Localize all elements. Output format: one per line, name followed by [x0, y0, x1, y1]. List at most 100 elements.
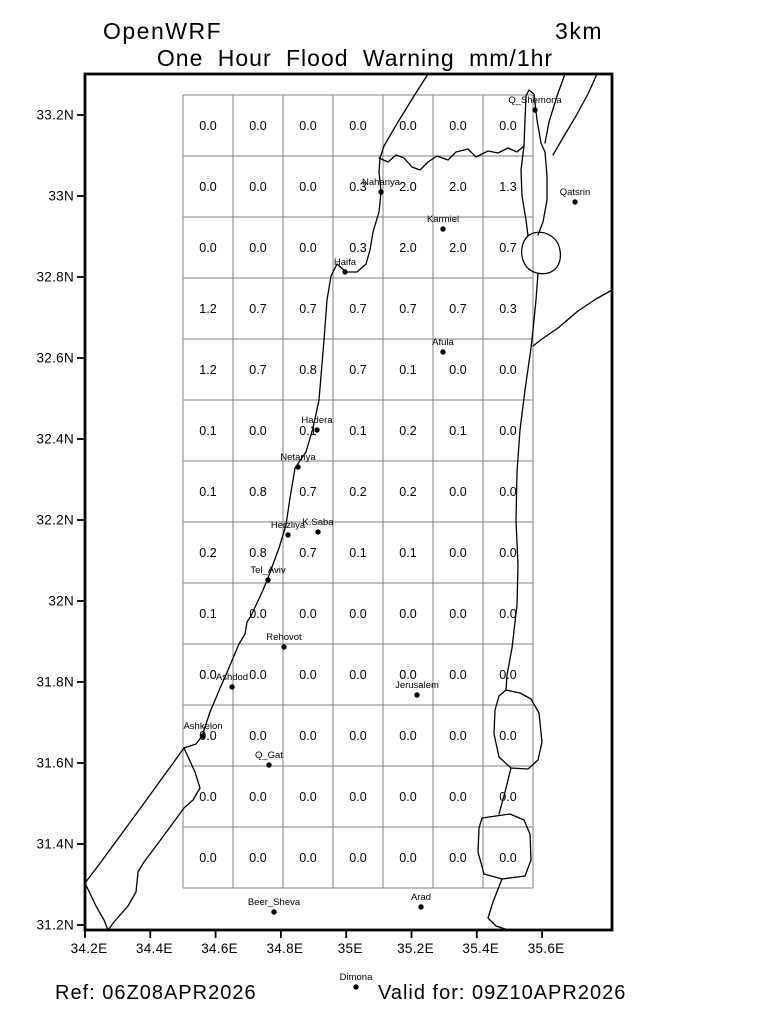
northeast-border-path [532, 289, 613, 347]
city-marker [315, 529, 321, 535]
grid-cell-value: 0.0 [449, 729, 466, 743]
footer-valid-time: Valid for: 09Z10APR2026 [378, 982, 626, 1004]
grid-cell-value: 0.1 [399, 363, 416, 377]
grid-cell-value: 0.0 [299, 790, 316, 804]
city-marker [342, 269, 348, 275]
city-marker [572, 199, 578, 205]
grid-cell-value: 0.0 [399, 851, 416, 865]
city-marker [532, 107, 538, 113]
sea-of-galilee-path [521, 231, 562, 275]
city-label: Nahariya [362, 177, 401, 188]
hula-valley-path [520, 145, 548, 237]
grid-cell-value: 0.0 [449, 546, 466, 560]
grid-cell-value: 0.3 [349, 241, 366, 255]
grid-cell-value: 0.0 [199, 851, 216, 865]
grid-cell-value: 0.1 [399, 546, 416, 560]
grid-cell-value: 0.0 [299, 241, 316, 255]
grid-cell-value: 0.7 [449, 302, 466, 316]
city-marker [295, 464, 301, 470]
lat-tick-label: 32.8N [36, 270, 74, 285]
grid-cell-value: 0.0 [499, 546, 516, 560]
grid-cell-value: 0.0 [299, 180, 316, 194]
grid-cell-value: 0.0 [449, 790, 466, 804]
lon-tick-label: 35.2E [397, 941, 434, 956]
grid-cell-value: 0.0 [499, 485, 516, 499]
cities-layer: Q_Shemona Qatsrin Nahariya Karmiel Haifa Aful… [183, 95, 590, 990]
lon-tick-label: 34.4E [136, 941, 173, 956]
grid-cell-value: 0.0 [399, 668, 416, 682]
grid-cell-value: 0.1 [449, 424, 466, 438]
coastline-path [84, 73, 429, 884]
city-label: Ashdod [216, 672, 248, 683]
city-label: K.Saba [302, 517, 334, 528]
city-label: Karmiel [427, 214, 459, 225]
value-grid-lines [182, 94, 534, 889]
grid-cell-value: 0.1 [199, 607, 216, 621]
city-marker [353, 984, 359, 990]
grid-cell-value: 0.0 [249, 119, 266, 133]
grid-cell-value: 0.0 [499, 729, 516, 743]
hermon-line1-path [544, 73, 566, 144]
grid-cell-value: 0.0 [249, 729, 266, 743]
city-marker [271, 909, 277, 915]
grid-cell-value: 0.0 [399, 729, 416, 743]
grid-cell-value: 0.0 [349, 607, 366, 621]
grid-cell-value: 0.0 [499, 790, 516, 804]
lat-tick-label: 31.4N [36, 837, 74, 852]
footer-ref-time: Ref: 06Z08APR2026 [55, 982, 257, 1004]
grid-cell-value: 0.1 [349, 424, 366, 438]
grid-cell-value: 0.0 [249, 668, 266, 682]
lat-tick-label: 32.6N [36, 351, 74, 366]
arava-path [487, 878, 509, 931]
grid-cell-value: 0.8 [249, 485, 266, 499]
lat-tick-label: 32.2N [36, 513, 74, 528]
grid-cell-value: 1.2 [199, 363, 216, 377]
grid-cell-value: 0.7 [299, 546, 316, 560]
grid-cell-value: 1.3 [499, 180, 516, 194]
title-model: OpenWRF [103, 18, 222, 44]
grid-cell-value: 2.0 [449, 241, 466, 255]
dead-sea-path [493, 689, 543, 770]
city-marker [440, 349, 446, 355]
city-marker [265, 577, 271, 583]
grid-cell-value: 0.8 [299, 363, 316, 377]
city-marker [281, 644, 287, 650]
lat-tick-label: 32.4N [36, 432, 74, 447]
city-marker [440, 226, 446, 232]
grid-cell-value: 0.7 [399, 302, 416, 316]
grid-cell-value: 0.3 [349, 180, 366, 194]
grid-cell-value: 0.0 [199, 790, 216, 804]
grid-cell-value: 0.0 [499, 424, 516, 438]
city-marker [266, 762, 272, 768]
grid-cell-value: 0.0 [449, 668, 466, 682]
city-label: Jerusalem [395, 680, 439, 691]
city-label: Beer_Sheva [248, 897, 301, 908]
grid-cell-value: 0.0 [299, 607, 316, 621]
grid-cell-value: 0.0 [299, 851, 316, 865]
grid-cell-value: 2.0 [449, 180, 466, 194]
city-label: Qatsrin [560, 187, 591, 198]
axes-layer: 33.2N 33N 32.8N 32.6N 32.4N 32.2N 32N 31.8N 31.6… [36, 108, 564, 957]
city-label: Q_Gat [255, 750, 283, 761]
lat-tick-label: 31.6N [36, 756, 74, 771]
grid-cell-value: 0.0 [449, 607, 466, 621]
grid-cell-value: 0.7 [349, 302, 366, 316]
hula-west-path [523, 89, 546, 153]
grid-cell-value: 0.0 [199, 668, 216, 682]
grid-cell-value: 0.0 [249, 424, 266, 438]
grid-cell-value: 0.0 [249, 180, 266, 194]
lat-tick-label: 32N [48, 594, 74, 609]
city-marker [200, 733, 206, 739]
grid-cell-value: 0.7 [499, 241, 516, 255]
grid-cell-value: 0.0 [499, 851, 516, 865]
title-resolution: 3km [555, 18, 603, 44]
hermon-line2-path [552, 73, 598, 156]
grid-cell-value: 0.0 [349, 668, 366, 682]
grid-cell-value: 0.0 [499, 363, 516, 377]
grid-cell-value: 0.2 [349, 485, 366, 499]
grid-cell-value: 0.0 [349, 851, 366, 865]
grid-cell-value: 0.7 [249, 302, 266, 316]
grid-cell-value: 0.0 [199, 241, 216, 255]
city-label: Tel_Aviv [250, 565, 285, 576]
